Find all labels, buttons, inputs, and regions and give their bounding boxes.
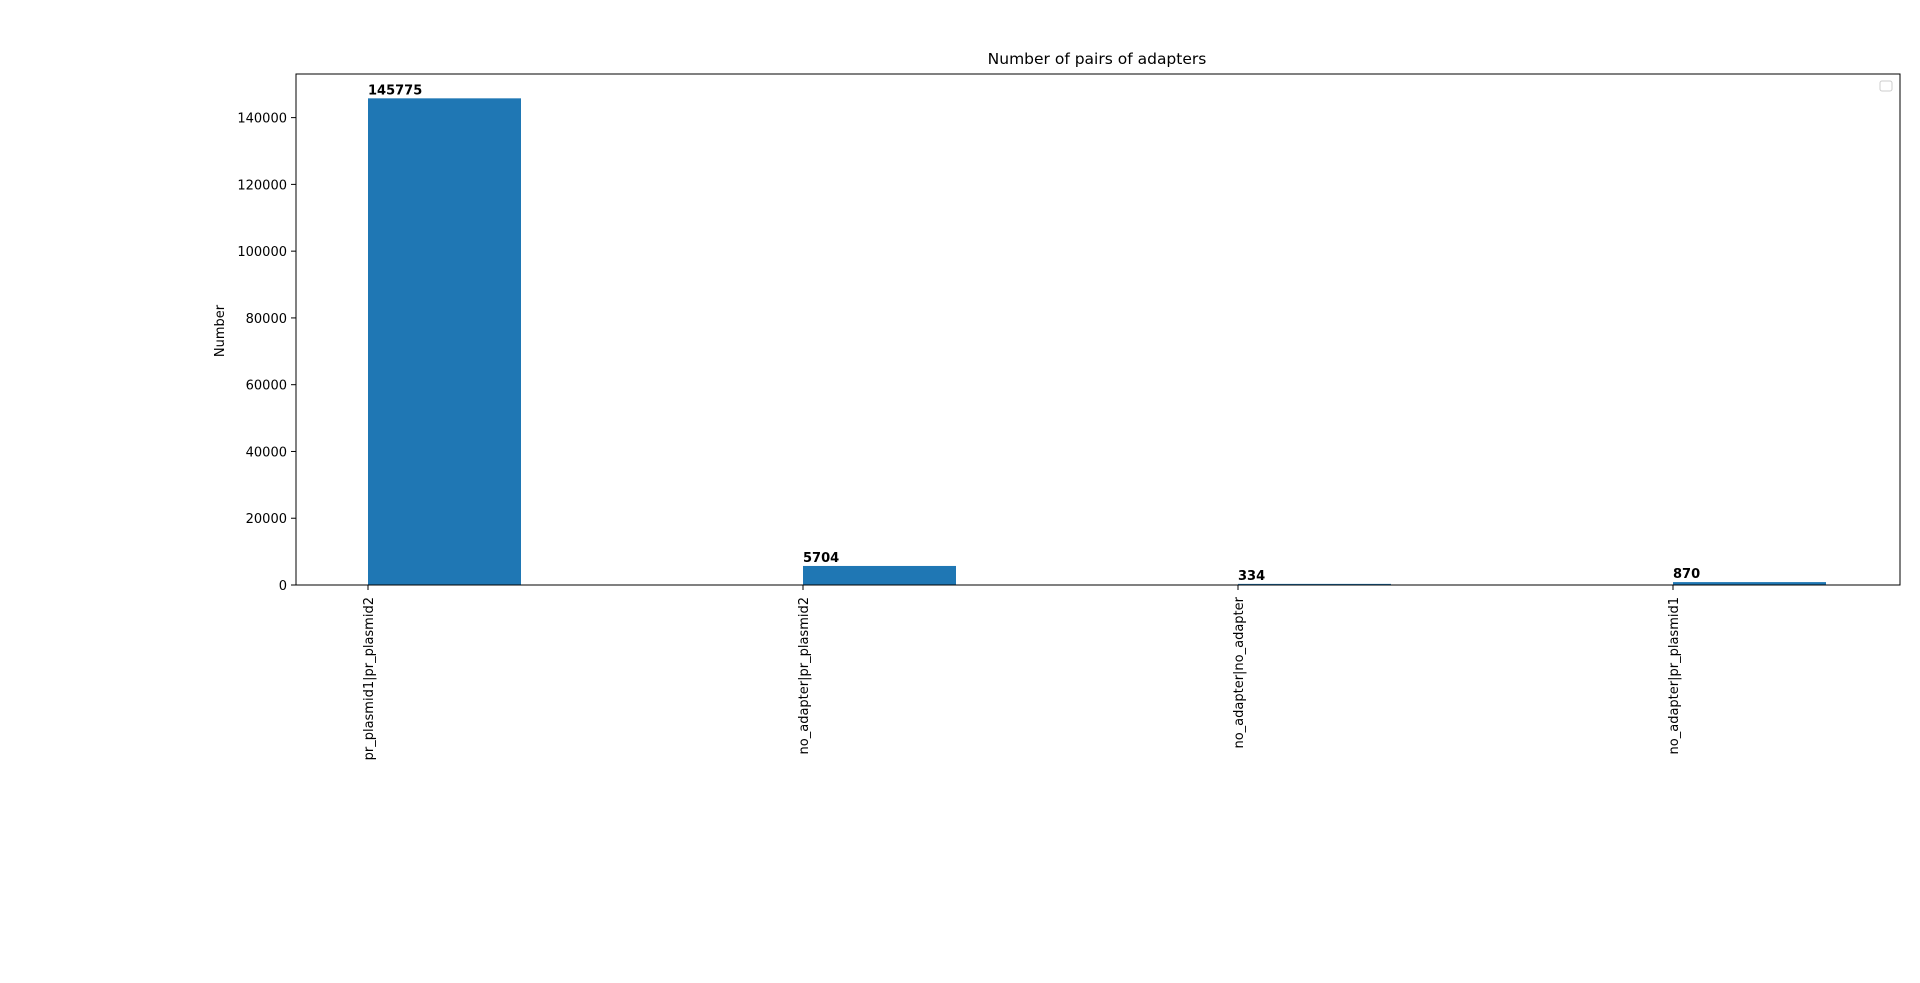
x-tick-label: no_adapter|no_adapter bbox=[1232, 596, 1247, 748]
y-tick-label: 100000 bbox=[237, 245, 287, 260]
x-tick-label: no_adapter|pr_plasmid1 bbox=[1667, 597, 1682, 754]
legend-box bbox=[1879, 80, 1893, 92]
bar-3 bbox=[1238, 583, 1391, 585]
y-tick-label: 60000 bbox=[246, 379, 287, 394]
y-tick-label: 120000 bbox=[237, 178, 287, 193]
y-axis-label: Number bbox=[213, 304, 228, 357]
plot-frame bbox=[295, 73, 1901, 586]
bar-4 bbox=[1673, 582, 1826, 585]
x-tick-label: no_adapter|pr_plasmid2 bbox=[797, 597, 812, 754]
bar-value-label: 145775 bbox=[368, 83, 422, 98]
bar-value-label: 870 bbox=[1673, 567, 1700, 582]
data-labels-group: 145775 5704 334 870 bbox=[368, 83, 1700, 584]
x-axis-ticks: pr_plasmid1|pr_plasmid2 no_adapter|pr_pla… bbox=[362, 585, 1682, 760]
y-tick-label: 140000 bbox=[237, 112, 287, 127]
bar-value-label: 334 bbox=[1238, 569, 1265, 584]
y-tick-label: 20000 bbox=[246, 512, 287, 527]
x-tick-label: pr_plasmid1|pr_plasmid2 bbox=[362, 597, 377, 760]
bars-group bbox=[368, 98, 1826, 585]
y-tick-label: 80000 bbox=[246, 312, 287, 327]
y-axis-ticks: 0 20000 40000 60000 80000 100000 120000 140000 bbox=[237, 112, 296, 594]
bar-2 bbox=[803, 565, 956, 585]
y-tick-label: 40000 bbox=[246, 445, 287, 460]
chart-title: Number of pairs of adapters bbox=[988, 50, 1207, 68]
bar-1 bbox=[368, 98, 521, 585]
y-tick-label: 0 bbox=[279, 579, 287, 594]
bar-value-label: 5704 bbox=[803, 551, 839, 566]
